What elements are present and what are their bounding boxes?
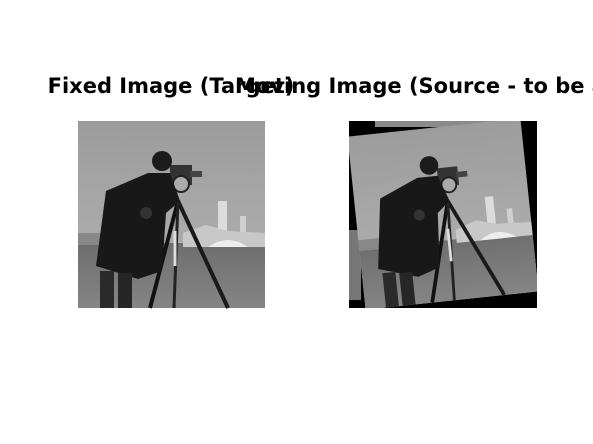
panel-title: Moving Image (Source - to be alig xyxy=(235,74,593,98)
moving-image xyxy=(349,121,537,308)
panel-title: Fixed Image (Target) xyxy=(48,74,295,98)
fixed-image xyxy=(76,119,267,310)
